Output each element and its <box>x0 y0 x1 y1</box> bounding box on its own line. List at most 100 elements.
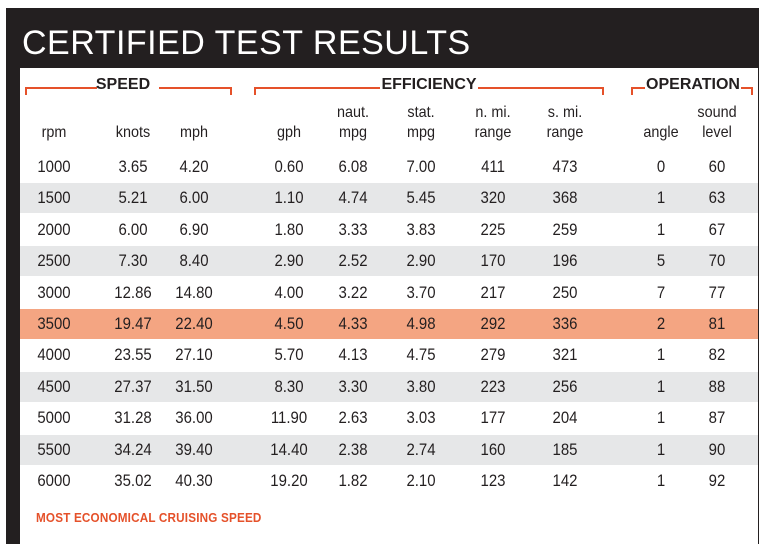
cell-sound-level: 60 <box>708 157 726 176</box>
cell-sound-level: 87 <box>708 408 726 428</box>
cell-gph: 8.30 <box>274 376 304 396</box>
cell-rpm: 4000 <box>37 345 71 365</box>
cell-angle: 2 <box>656 314 666 333</box>
cell-knots: 3.65 <box>118 157 148 176</box>
col-header-s-mi-range-line1: s. mi. <box>547 104 583 121</box>
cell-knots: 35.02 <box>114 471 152 490</box>
table-row: 2000 6.00 6.90 1.80 3.33 3.83 225 259 1 67 <box>20 215 758 245</box>
col-header-n-mi-range-line2: range <box>474 124 512 141</box>
cell-sound-level: 67 <box>708 219 726 239</box>
cell-mph: 36.00 <box>175 408 213 428</box>
cell-naut-mpg: 3.33 <box>338 219 368 239</box>
cell-angle: 5 <box>656 251 666 271</box>
cell-stat-mpg: 3.80 <box>406 376 436 396</box>
cell-knots: 23.55 <box>114 345 152 365</box>
cell-gph: 4.50 <box>274 314 304 333</box>
cell-rpm: 1500 <box>37 188 71 208</box>
cell-mph: 6.00 <box>179 188 209 208</box>
col-header-angle-line2: angle <box>643 124 679 141</box>
cell-sound-level: 92 <box>708 471 726 490</box>
cell-knots: 19.47 <box>114 314 152 333</box>
cell-gph: 1.10 <box>274 188 304 208</box>
group-efficiency: EFFICIENCY <box>381 76 477 93</box>
cell-angle: 1 <box>656 345 666 365</box>
cell-rpm: 4500 <box>37 376 71 396</box>
cell-n-mi-range: 279 <box>480 345 506 365</box>
cell-mph: 31.50 <box>175 376 213 396</box>
cell-stat-mpg: 2.90 <box>406 251 436 271</box>
cell-sound-level: 81 <box>708 314 726 333</box>
cell-mph: 14.80 <box>175 282 213 302</box>
cell-n-mi-range: 320 <box>480 188 506 208</box>
cell-stat-mpg: 2.74 <box>406 439 436 459</box>
cell-s-mi-range: 259 <box>552 219 578 239</box>
cell-knots: 34.24 <box>114 439 152 459</box>
cell-angle: 1 <box>656 439 666 459</box>
cell-s-mi-range: 185 <box>552 439 578 459</box>
cell-sound-level: 70 <box>708 251 726 271</box>
cell-s-mi-range: 142 <box>552 471 578 490</box>
col-header-gph-line2: gph <box>276 124 302 141</box>
col-header-knots-line2: knots <box>115 124 151 141</box>
cell-angle: 1 <box>656 188 666 208</box>
cell-s-mi-range: 321 <box>552 345 578 365</box>
footnote: MOST ECONOMICAL CRUISING SPEED <box>36 510 262 525</box>
col-header-s-mi-range-line2: range <box>546 124 584 141</box>
col-header-sound-level-line2: level <box>702 124 732 141</box>
cell-mph: 4.20 <box>179 157 209 176</box>
cell-angle: 7 <box>656 282 666 302</box>
cell-rpm: 1000 <box>37 157 71 176</box>
cell-rpm: 2500 <box>37 251 71 271</box>
cell-rpm: 3500 <box>37 314 71 333</box>
cell-n-mi-range: 160 <box>480 439 506 459</box>
cell-angle: 1 <box>656 219 666 239</box>
operation-bracket <box>631 85 753 97</box>
cell-s-mi-range: 336 <box>552 314 578 333</box>
col-header-stat-mpg-line1: stat. <box>407 104 435 121</box>
cell-naut-mpg: 3.22 <box>338 282 368 302</box>
col-header-rpm-line2: rpm <box>41 124 67 141</box>
cell-n-mi-range: 170 <box>480 251 506 271</box>
cell-sound-level: 77 <box>708 282 726 302</box>
cell-stat-mpg: 2.10 <box>406 471 436 490</box>
col-header-sound-level-line1: sound <box>697 104 737 121</box>
table-row: 3500 19.47 22.40 4.50 4.33 4.98 292 336 2 81 <box>20 309 758 339</box>
cell-mph: 6.90 <box>179 219 209 239</box>
table-row: 5500 34.24 39.40 14.40 2.38 2.74 160 185 1 90 <box>20 434 758 465</box>
cell-naut-mpg: 2.38 <box>338 439 368 459</box>
table-row: 1500 5.21 6.00 1.10 4.74 5.45 320 368 1 63 <box>20 183 758 214</box>
speed-bracket <box>25 85 232 97</box>
cell-n-mi-range: 223 <box>480 376 506 396</box>
cell-sound-level: 88 <box>708 376 726 396</box>
cell-s-mi-range: 256 <box>552 376 578 396</box>
table-row: 3000 12.86 14.80 4.00 3.22 3.70 217 250 7 77 <box>20 278 758 308</box>
cell-naut-mpg: 4.33 <box>338 314 368 333</box>
cell-gph: 11.90 <box>270 408 308 428</box>
cell-n-mi-range: 123 <box>480 471 506 490</box>
results-table: SPEED EFFICIENCY OPERATION rpm knots mph gp… <box>20 68 758 544</box>
cell-gph: 1.80 <box>274 219 304 239</box>
cell-stat-mpg: 3.83 <box>406 219 436 239</box>
cell-knots: 27.37 <box>114 376 152 396</box>
col-header-stat-mpg-line2: mpg <box>406 124 436 141</box>
cell-angle: 1 <box>656 471 666 490</box>
cell-rpm: 2000 <box>37 219 71 239</box>
card-title: CERTIFIED TEST RESULTS <box>22 24 471 62</box>
cell-stat-mpg: 7.00 <box>406 157 436 176</box>
cell-stat-mpg: 3.03 <box>406 408 436 428</box>
cell-angle: 1 <box>656 376 666 396</box>
cell-mph: 39.40 <box>175 439 213 459</box>
cell-rpm: 6000 <box>37 471 71 490</box>
cell-stat-mpg: 5.45 <box>406 188 436 208</box>
col-header-n-mi-range-line1: n. mi. <box>475 104 511 121</box>
cell-rpm: 5000 <box>37 408 71 428</box>
cell-s-mi-range: 250 <box>552 282 578 302</box>
cell-s-mi-range: 473 <box>552 157 578 176</box>
cell-mph: 8.40 <box>179 251 209 271</box>
cell-naut-mpg: 4.13 <box>338 345 368 365</box>
table-row: 6000 35.02 40.30 19.20 1.82 2.10 123 142 1 92 <box>20 466 758 496</box>
col-header-mph-line2: mph <box>179 124 209 141</box>
cell-n-mi-range: 177 <box>480 408 506 428</box>
table-row: 2500 7.30 8.40 2.90 2.52 2.90 170 196 5 70 <box>20 246 758 277</box>
cell-sound-level: 63 <box>708 188 726 208</box>
